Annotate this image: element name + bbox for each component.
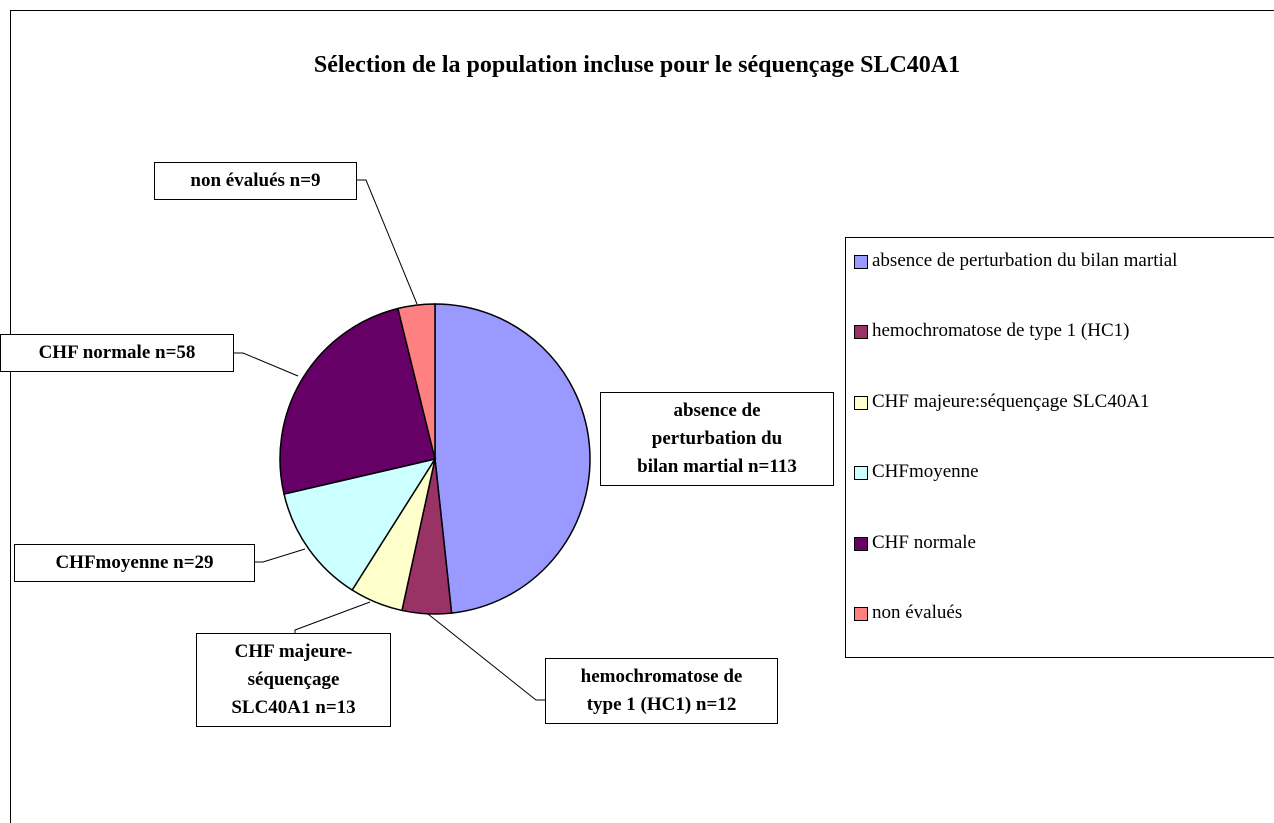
legend-label: CHF majeure:séquençage SLC40A1 xyxy=(872,390,1150,412)
leader-lines xyxy=(233,179,545,701)
data-label: non évalués n=9 xyxy=(154,162,357,200)
leader-line xyxy=(427,613,545,701)
pie xyxy=(279,303,591,615)
legend-swatch xyxy=(854,325,868,340)
leader-line xyxy=(294,601,371,633)
pie-slice xyxy=(434,303,591,614)
data-label: CHF normale n=58 xyxy=(0,334,234,372)
data-label: CHF majeure- séquençage SLC40A1 n=13 xyxy=(196,633,391,727)
legend-label: non évalués xyxy=(872,602,963,623)
legend-label: hemochromatose de type 1 (HC1) xyxy=(872,320,1130,342)
data-label: CHFmoyenne n=29 xyxy=(14,544,255,582)
leader-line xyxy=(356,179,418,305)
legend-swatch xyxy=(854,395,868,410)
legend-item: absence de perturbation du bilan martial xyxy=(854,247,1252,275)
data-label: absence de perturbation du bilan martial… xyxy=(600,392,834,486)
pie-slice xyxy=(283,457,437,592)
legend-item: non évalués xyxy=(854,599,1252,627)
legend-item: CHFmoyenne xyxy=(854,458,1252,486)
legend: absence de perturbation du bilan martial… xyxy=(845,237,1274,658)
legend-item: CHF majeure:séquençage SLC40A1 xyxy=(854,388,1252,416)
legend-label: absence de perturbation du bilan martial xyxy=(872,250,1178,271)
legend-swatch xyxy=(854,466,868,481)
chart-frame xyxy=(10,10,1274,823)
pie-slice xyxy=(396,303,436,460)
legend-swatch xyxy=(854,536,868,551)
legend-swatch xyxy=(854,607,868,621)
legend-swatch xyxy=(854,255,868,269)
legend-label: CHFmoyenne xyxy=(872,461,979,483)
pie-slice xyxy=(279,307,436,495)
chart-title: Sélection de la population incluse pour … xyxy=(313,52,961,78)
leader-line xyxy=(233,352,299,377)
legend-label: CHF normale xyxy=(872,531,976,553)
legend-item: hemochromatose de type 1 (HC1) xyxy=(854,317,1252,345)
leader-line xyxy=(254,548,306,563)
legend-item: CHF normale xyxy=(854,529,1252,557)
data-label: hemochromatose de type 1 (HC1) n=12 xyxy=(545,658,778,724)
